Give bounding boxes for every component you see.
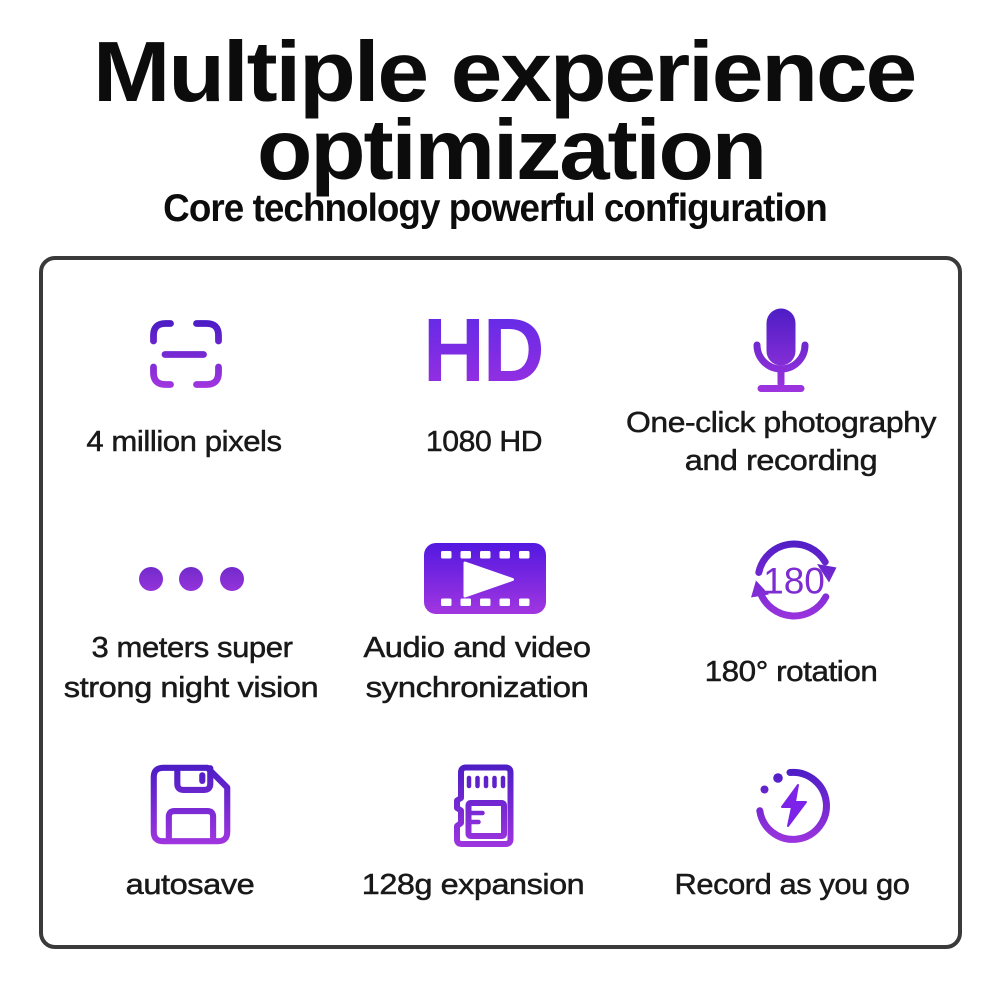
svg-text:180: 180 xyxy=(763,561,825,602)
